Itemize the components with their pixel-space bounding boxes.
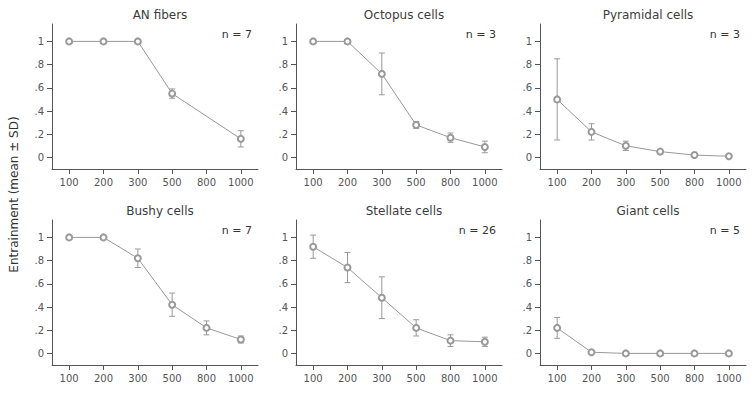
- svg-text:1: 1: [38, 232, 44, 243]
- svg-text:500: 500: [651, 177, 670, 188]
- svg-text:1000: 1000: [228, 177, 253, 188]
- svg-text:1000: 1000: [716, 373, 741, 384]
- svg-text:500: 500: [163, 177, 182, 188]
- svg-text:.4: .4: [34, 106, 44, 117]
- svg-text:.2: .2: [34, 129, 44, 140]
- svg-text:300: 300: [128, 177, 147, 188]
- svg-text:.2: .2: [522, 129, 532, 140]
- svg-text:200: 200: [94, 177, 113, 188]
- svg-text:.6: .6: [34, 278, 44, 289]
- svg-text:1: 1: [526, 36, 532, 47]
- svg-text:1000: 1000: [472, 177, 497, 188]
- svg-text:800: 800: [197, 373, 216, 384]
- svg-text:0: 0: [282, 152, 288, 163]
- svg-text:Octopus cells: Octopus cells: [364, 8, 444, 22]
- svg-text:.4: .4: [278, 302, 288, 313]
- svg-text:100: 100: [304, 373, 323, 384]
- svg-text:Pyramidal cells: Pyramidal cells: [603, 8, 694, 22]
- svg-text:200: 200: [582, 373, 601, 384]
- svg-text:n = 3: n = 3: [710, 28, 740, 41]
- svg-text:300: 300: [616, 373, 635, 384]
- svg-text:300: 300: [372, 177, 391, 188]
- svg-text:Giant cells: Giant cells: [616, 204, 679, 218]
- svg-text:1000: 1000: [716, 177, 741, 188]
- svg-text:200: 200: [338, 373, 357, 384]
- svg-text:300: 300: [128, 373, 147, 384]
- svg-text:n = 3: n = 3: [466, 28, 496, 41]
- svg-text:.6: .6: [522, 278, 532, 289]
- svg-text:.8: .8: [34, 59, 44, 70]
- svg-text:n = 7: n = 7: [222, 224, 252, 237]
- svg-text:.8: .8: [34, 255, 44, 266]
- svg-text:800: 800: [441, 373, 460, 384]
- svg-text:.8: .8: [278, 59, 288, 70]
- svg-text:.8: .8: [522, 255, 532, 266]
- svg-text:0: 0: [38, 152, 44, 163]
- svg-text:.8: .8: [522, 59, 532, 70]
- svg-text:.2: .2: [278, 129, 288, 140]
- svg-text:800: 800: [197, 177, 216, 188]
- svg-text:500: 500: [651, 373, 670, 384]
- svg-text:.6: .6: [34, 82, 44, 93]
- svg-text:0: 0: [526, 348, 532, 359]
- svg-text:.8: .8: [278, 255, 288, 266]
- svg-text:300: 300: [616, 177, 635, 188]
- svg-text:0: 0: [526, 152, 532, 163]
- svg-text:100: 100: [548, 177, 567, 188]
- svg-text:800: 800: [441, 177, 460, 188]
- svg-text:.4: .4: [278, 106, 288, 117]
- svg-text:.6: .6: [522, 82, 532, 93]
- svg-text:Entrainment (mean ± SD): Entrainment (mean ± SD): [7, 116, 21, 272]
- svg-text:500: 500: [407, 177, 426, 188]
- svg-text:200: 200: [94, 373, 113, 384]
- svg-text:1: 1: [526, 232, 532, 243]
- svg-text:.6: .6: [278, 278, 288, 289]
- svg-text:AN fibers: AN fibers: [133, 8, 188, 22]
- svg-text:500: 500: [407, 373, 426, 384]
- svg-text:n = 26: n = 26: [459, 224, 496, 237]
- svg-text:100: 100: [304, 177, 323, 188]
- svg-text:100: 100: [60, 373, 79, 384]
- svg-text:Stellate cells: Stellate cells: [366, 204, 443, 218]
- svg-text:200: 200: [582, 177, 601, 188]
- svg-text:.4: .4: [34, 302, 44, 313]
- svg-text:0: 0: [38, 348, 44, 359]
- svg-text:800: 800: [685, 177, 704, 188]
- svg-text:1000: 1000: [228, 373, 253, 384]
- svg-text:100: 100: [60, 177, 79, 188]
- svg-text:n = 5: n = 5: [710, 224, 740, 237]
- svg-text:.4: .4: [522, 106, 532, 117]
- svg-text:300: 300: [372, 373, 391, 384]
- svg-text:Bushy cells: Bushy cells: [126, 204, 194, 218]
- svg-text:.4: .4: [522, 302, 532, 313]
- svg-text:800: 800: [685, 373, 704, 384]
- svg-text:.2: .2: [34, 325, 44, 336]
- svg-text:.2: .2: [278, 325, 288, 336]
- svg-text:100: 100: [548, 373, 567, 384]
- svg-text:1000: 1000: [472, 373, 497, 384]
- svg-text:500: 500: [163, 373, 182, 384]
- svg-text:1: 1: [38, 36, 44, 47]
- svg-text:.2: .2: [522, 325, 532, 336]
- svg-text:n = 7: n = 7: [222, 28, 252, 41]
- svg-text:1: 1: [282, 232, 288, 243]
- svg-text:1: 1: [282, 36, 288, 47]
- svg-text:.6: .6: [278, 82, 288, 93]
- svg-text:200: 200: [338, 177, 357, 188]
- svg-text:0: 0: [282, 348, 288, 359]
